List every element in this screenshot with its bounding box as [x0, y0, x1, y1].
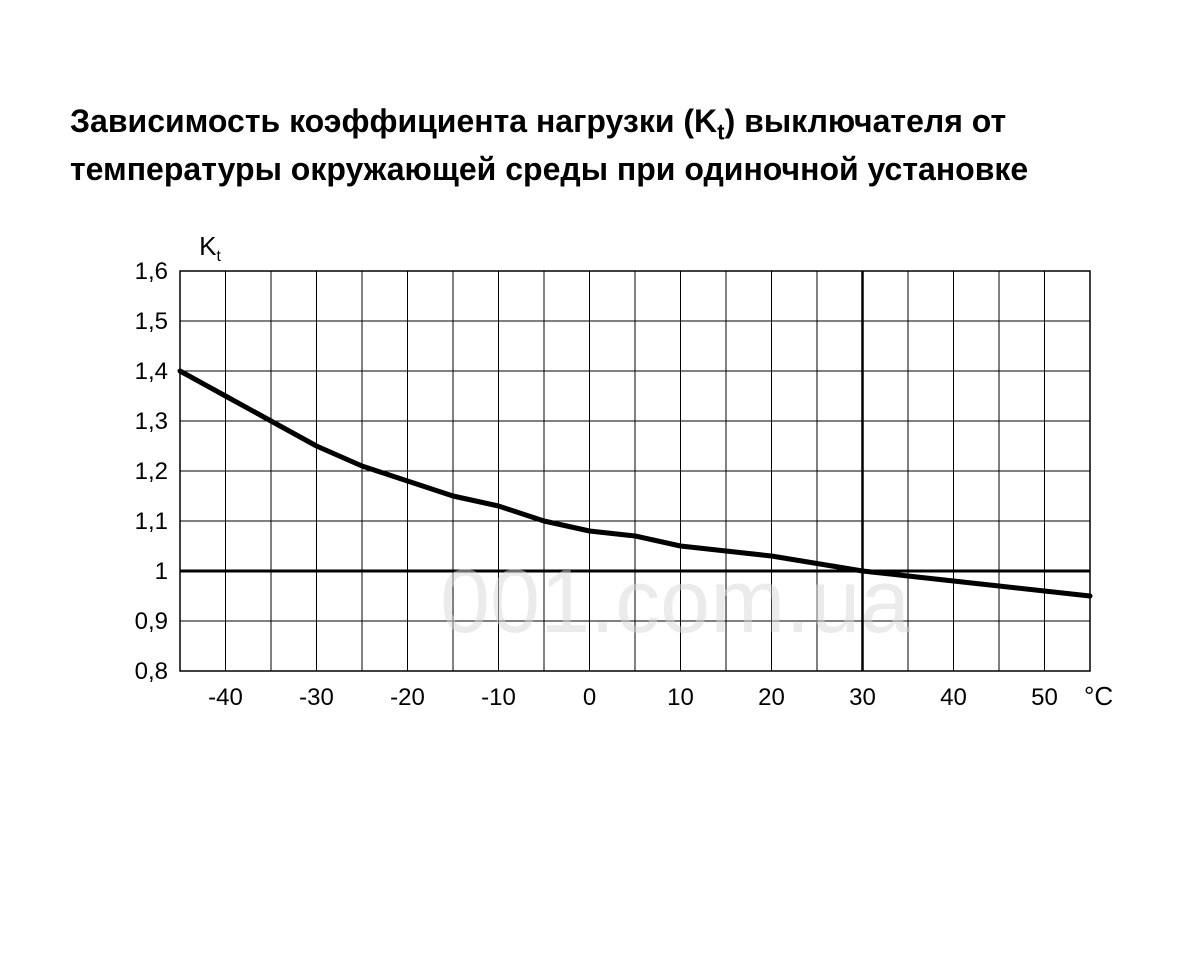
svg-text:40: 40 [940, 684, 967, 711]
svg-text:1,4: 1,4 [135, 358, 168, 385]
svg-text:-10: -10 [481, 684, 516, 711]
title-sub: t [717, 119, 724, 144]
svg-text:0: 0 [583, 684, 596, 711]
svg-text:1,5: 1,5 [135, 308, 168, 335]
svg-text:-20: -20 [390, 684, 425, 711]
svg-text:0,8: 0,8 [135, 658, 168, 685]
svg-text:-30: -30 [299, 684, 334, 711]
svg-text:Kt: Kt [199, 231, 221, 265]
title-line1-a: Зависимость коэффициента нагрузки (K [70, 103, 717, 139]
svg-text:1,2: 1,2 [135, 458, 168, 485]
svg-text:30: 30 [849, 684, 876, 711]
title-line2: температуры окружающей среды при одиночн… [70, 151, 1028, 187]
title-line1-b: ) выключателя от [725, 103, 1007, 139]
svg-text:1,3: 1,3 [135, 408, 168, 435]
svg-text:1,6: 1,6 [135, 258, 168, 285]
svg-text:1: 1 [155, 558, 168, 585]
page-container: Зависимость коэффициента нагрузки (Kt) в… [0, 0, 1200, 960]
chart-area: 001.com.ua 0,80,911,11,21,31,41,51,6Kt-4… [60, 221, 1140, 781]
svg-text:50: 50 [1031, 684, 1058, 711]
svg-text:0,9: 0,9 [135, 608, 168, 635]
svg-text:10: 10 [667, 684, 694, 711]
svg-text:-40: -40 [208, 684, 243, 711]
svg-text:°C: °C [1084, 681, 1113, 711]
svg-text:20: 20 [758, 684, 785, 711]
svg-text:1,1: 1,1 [135, 508, 168, 535]
line-chart: 0,8 0,9 1 1,1 1,2 1,3 1,4 1,5 1,6 Kt -40 -30 -20 -10 0… [60, 221, 1140, 741]
chart-title: Зависимость коэффициента нагрузки (Kt) в… [70, 100, 1140, 191]
